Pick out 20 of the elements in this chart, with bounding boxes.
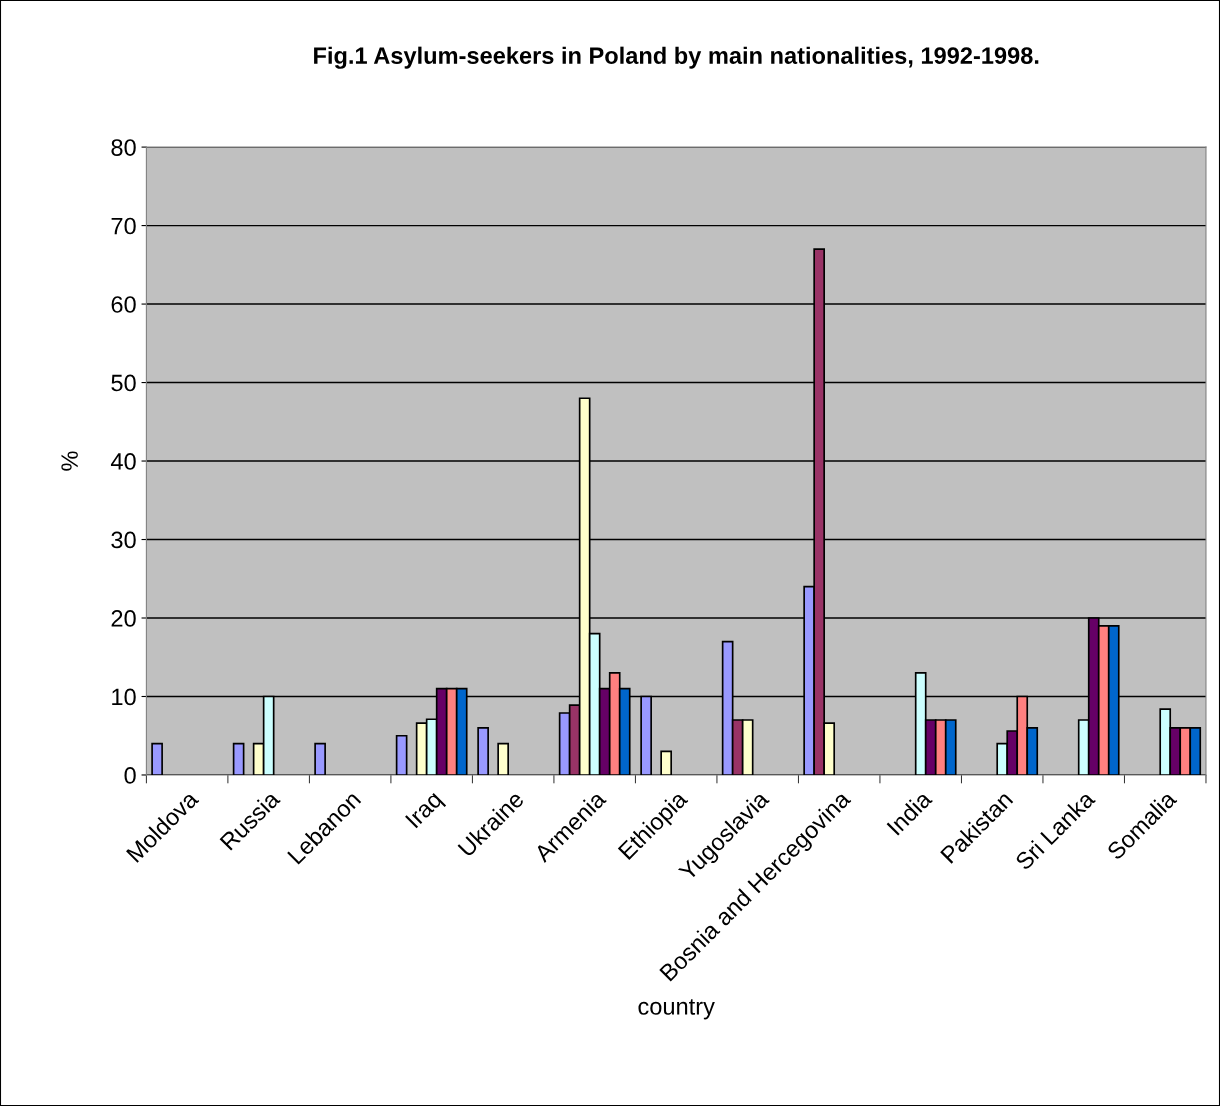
bar [314, 742, 326, 775]
y-tick-label: 40 [110, 453, 136, 470]
y-tick-label: 50 [111, 374, 136, 392]
bar [395, 734, 408, 775]
y-tick-label: 20 [111, 610, 136, 627]
bar [477, 727, 489, 775]
x-axis-title: country [638, 999, 715, 1020]
bar [232, 742, 245, 775]
y-tick-label: 80 [111, 139, 136, 156]
chart-title: Fig.1 Asylum-seekers in Poland by main nationalities, 1992-1998. [314, 46, 1039, 69]
bar [660, 750, 673, 775]
y-tick-label: 30 [111, 531, 136, 549]
y-tick-label: 60 [111, 296, 136, 313]
y-axis-title: % [61, 451, 78, 471]
x-tick-label: Iraq [405, 790, 447, 832]
y-tick-label: 0 [124, 767, 136, 784]
y-tick-label: 70 [111, 217, 136, 235]
y-tick-label: 10 [112, 688, 136, 706]
bar [151, 742, 163, 775]
bar [497, 742, 510, 775]
